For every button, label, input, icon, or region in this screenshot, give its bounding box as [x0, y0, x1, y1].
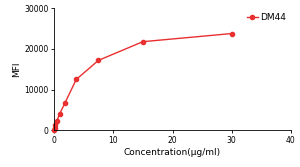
DM44 — [141, 41, 145, 43]
X-axis label: Concentration(μg/ml): Concentration(μg/ml) — [124, 148, 221, 157]
Line: DM44: DM44 — [52, 31, 234, 132]
Y-axis label: MFI: MFI — [12, 62, 21, 77]
DM44 — [74, 78, 78, 80]
DM44 — [63, 102, 67, 104]
DM44 — [58, 113, 61, 115]
DM44 — [53, 127, 56, 129]
DM44 — [54, 124, 57, 126]
DM44 — [230, 33, 234, 35]
DM44 — [52, 129, 56, 131]
DM44 — [97, 59, 100, 61]
DM44 — [55, 120, 58, 122]
Legend: DM44: DM44 — [247, 13, 286, 22]
